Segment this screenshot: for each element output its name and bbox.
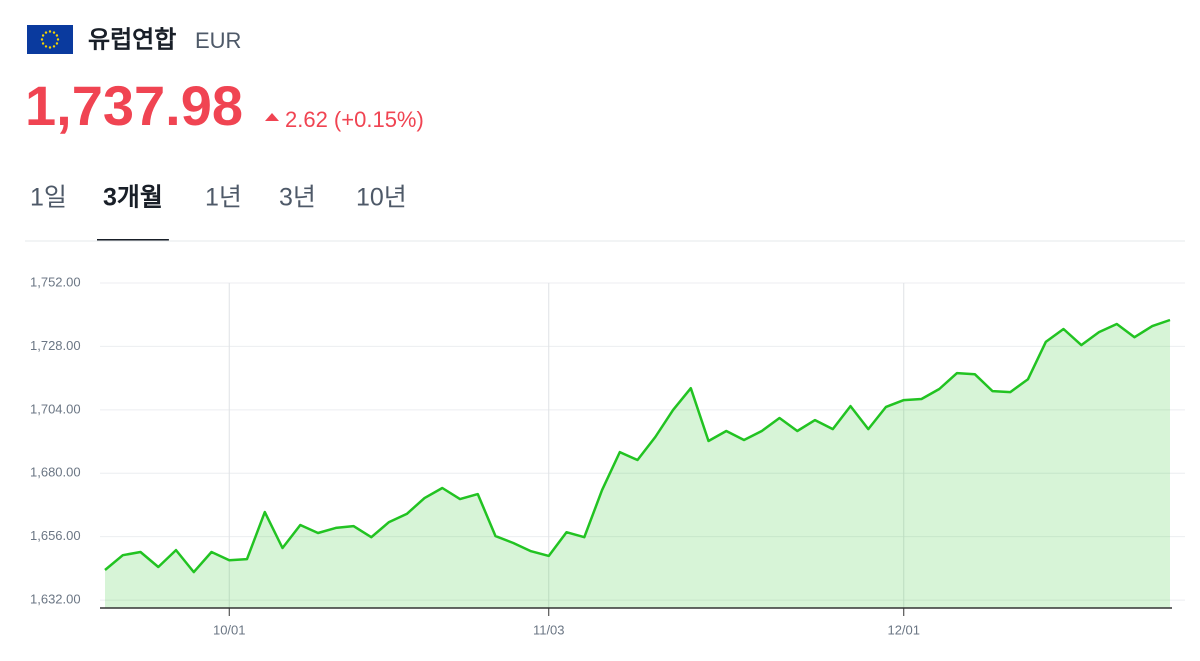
tab[interactable]: 3개월 — [103, 184, 163, 212]
flag-star — [55, 42, 59, 45]
flag-star — [44, 45, 48, 48]
flag-star — [48, 46, 52, 49]
flag-star — [52, 31, 56, 34]
flag-star — [52, 45, 56, 48]
tabs: 1일 3개월 1년 3년 10년 — [30, 184, 407, 241]
area — [105, 320, 1170, 608]
x-tick-label: 11/03 — [533, 622, 565, 637]
tab-underline — [97, 239, 169, 241]
x-tick-label: 12/01 — [887, 622, 920, 637]
tab[interactable]: 3년 — [279, 184, 316, 212]
asset-name: 유럽연합 — [88, 26, 176, 53]
flag-star — [56, 38, 60, 41]
x-tick-label: 10/01 — [213, 622, 246, 637]
price: 1,737.98 — [25, 74, 243, 137]
y-tick-label: 1,656.00 — [30, 528, 81, 543]
flag-star — [48, 30, 52, 33]
currency-code: EUR — [195, 28, 241, 53]
flag-star — [44, 31, 48, 34]
chart: 1,632.00 1,656.00 1,680.00 1,704.00 1,728.00… — [30, 274, 1185, 637]
y-tick-label: 1,680.00 — [30, 465, 81, 480]
tab[interactable]: 10년 — [356, 184, 407, 212]
line — [104, 318, 1171, 574]
flag-star — [55, 34, 59, 37]
flag — [27, 25, 73, 54]
up-arrow — [265, 113, 279, 121]
tab[interactable]: 1일 — [30, 184, 67, 212]
flag-star — [41, 34, 45, 37]
flag-star — [41, 42, 45, 45]
y-tick-label: 1,632.00 — [30, 592, 81, 607]
y-tick-label: 1,704.00 — [30, 401, 81, 416]
y-tick-label: 1,728.00 — [30, 338, 81, 353]
tab[interactable]: 1년 — [205, 184, 242, 212]
price-change: 2.62 (+0.15%) — [285, 107, 424, 132]
flag-star — [40, 38, 44, 41]
y-tick-label: 1,752.00 — [30, 274, 81, 289]
